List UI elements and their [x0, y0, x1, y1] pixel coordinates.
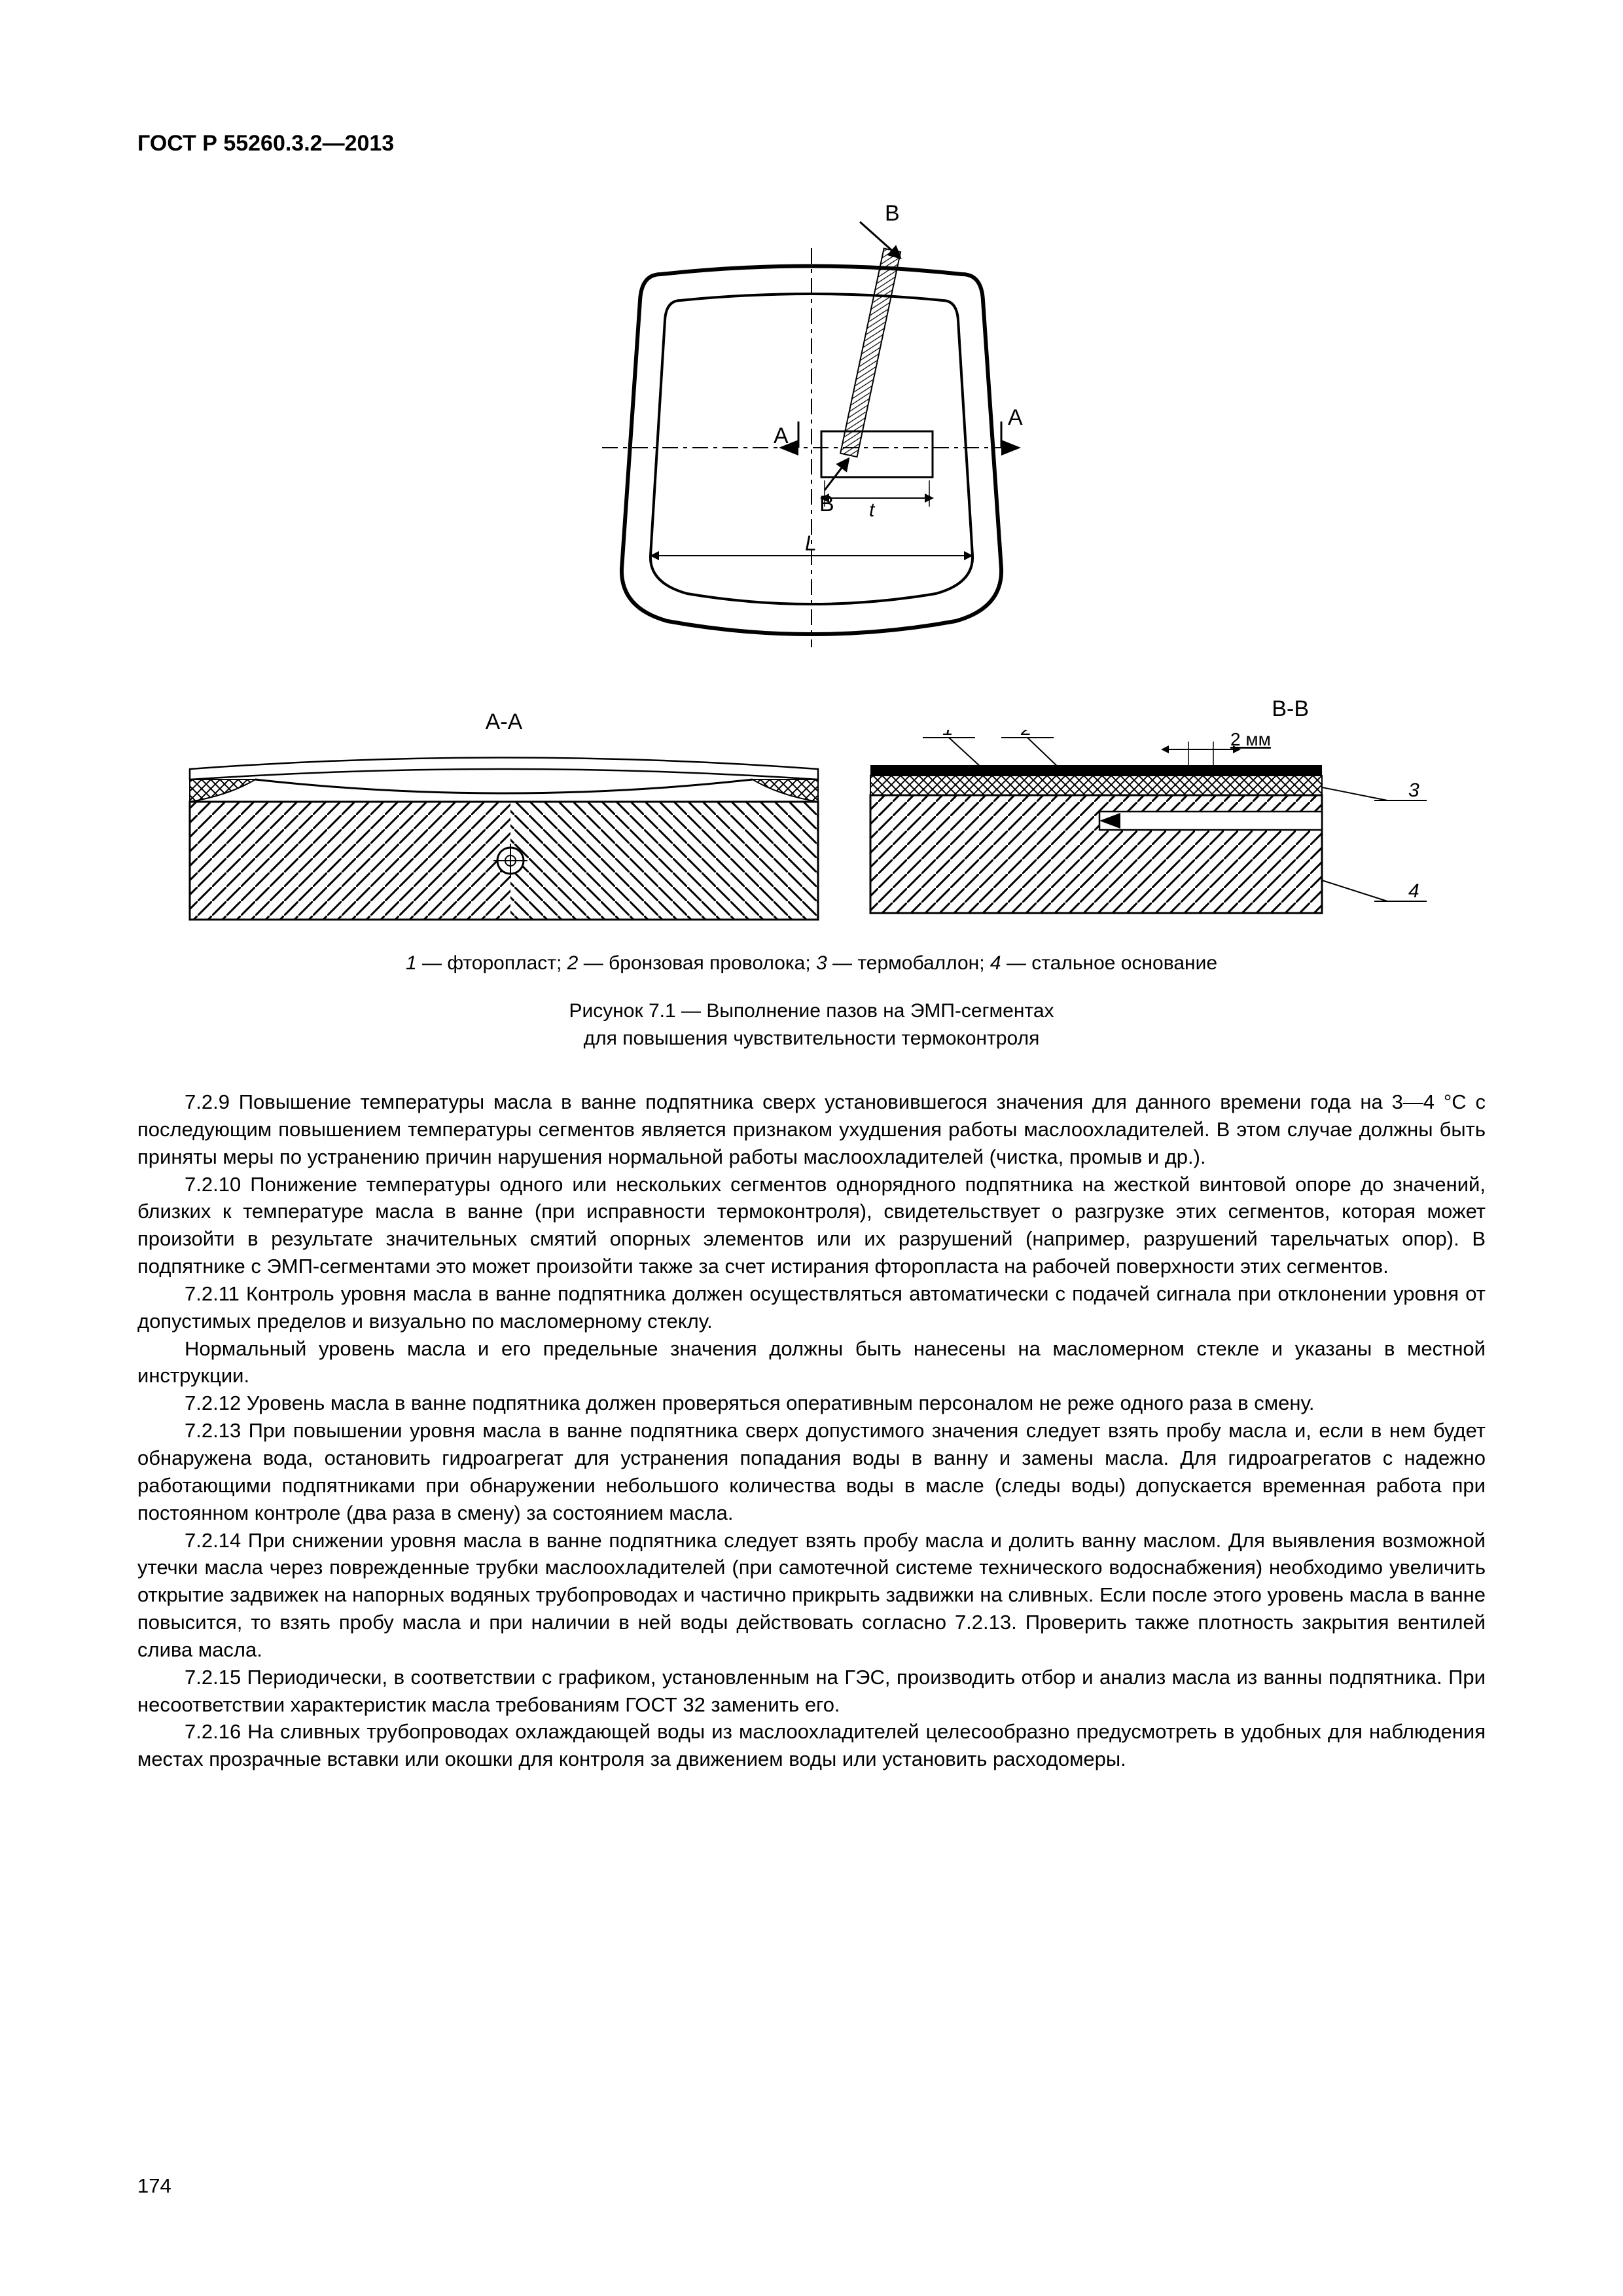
section-bb-svg: 2 мм 1 2 3 4: [864, 730, 1440, 926]
figure-caption: Рисунок 7.1 — Выполнение пазов на ЭМП-се…: [137, 997, 1486, 1052]
section-bb: В-В: [864, 696, 1440, 926]
body-text: 7.2.9 Повышение температуры масла в ванн…: [137, 1088, 1486, 1773]
figure-block: В В А А t L А-А: [137, 189, 1486, 1052]
top-view-svg: В В А А t L: [563, 189, 1060, 673]
callout-4: 4: [1408, 880, 1419, 902]
callout-3: 3: [1408, 780, 1419, 801]
label-B-bot: В: [819, 492, 834, 516]
para-7-2-13: 7.2.13 При повышении уровня масла в ванн…: [137, 1417, 1486, 1526]
para-7-2-15: 7.2.15 Периодически, в соответствии с гр…: [137, 1664, 1486, 1719]
figure-legend: 1 — фторопласт; 2 — бронзовая проволока;…: [137, 952, 1486, 975]
callout-2: 2: [1020, 730, 1032, 740]
para-7-2-12: 7.2.12 Уровень масла в ванне подпятника …: [137, 1390, 1486, 1417]
label-A-right: А: [1008, 405, 1023, 430]
figure-top-view: В В А А t L: [563, 189, 1060, 677]
label-L: L: [805, 531, 817, 555]
section-aa-svg: [183, 743, 825, 926]
para-7-2-14: 7.2.14 При снижении уровня масла в ванне…: [137, 1527, 1486, 1664]
para-7-2-11b: Нормальный уровень масла и его предельны…: [137, 1335, 1486, 1390]
doc-header: ГОСТ Р 55260.3.2—2013: [137, 131, 1486, 156]
section-aa-title: А-А: [486, 709, 523, 735]
para-7-2-11: 7.2.11 Контроль уровня масла в ванне под…: [137, 1280, 1486, 1335]
para-7-2-10: 7.2.10 Понижение температуры одного или …: [137, 1171, 1486, 1280]
dim-2mm: 2 мм: [1230, 730, 1271, 749]
label-B-top: В: [885, 201, 900, 226]
section-aa: А-А: [183, 709, 825, 926]
section-bb-title: В-В: [1272, 696, 1440, 722]
para-7-2-9: 7.2.9 Повышение температуры масла в ванн…: [137, 1088, 1486, 1171]
para-7-2-16: 7.2.16 На сливных трубопроводах охлаждаю…: [137, 1718, 1486, 1773]
label-A-left: А: [774, 423, 789, 448]
page-number: 174: [137, 2174, 171, 2198]
callout-1: 1: [942, 730, 954, 740]
